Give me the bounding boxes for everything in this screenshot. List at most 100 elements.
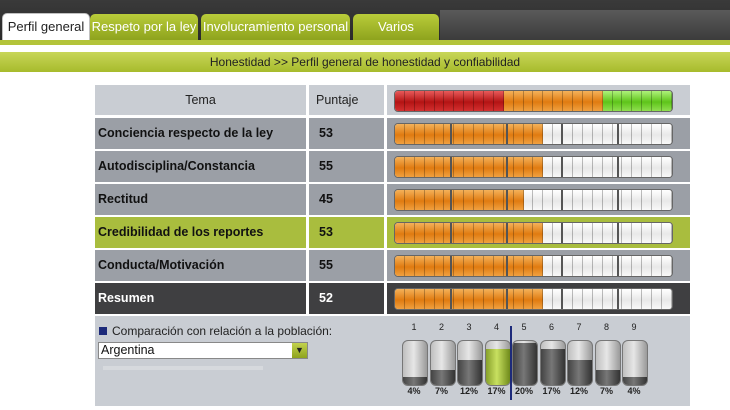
score-bar-empty-segment: [543, 289, 554, 309]
population-column-percent: 7%: [434, 386, 448, 396]
score-bar-filled-segment: [484, 289, 494, 309]
score-bar-filled-segment: [395, 256, 405, 276]
score-bar-filled-segment: [395, 289, 405, 309]
row-puntaje: 52: [319, 291, 333, 305]
score-bar-filled-segment: [523, 256, 534, 276]
tab-varios[interactable]: Varios: [353, 14, 439, 40]
score-bar-empty-segment: [662, 124, 672, 144]
score-bar-filled-segment: [404, 190, 415, 210]
score-bar-filled-segment: [533, 223, 544, 243]
score-bar-empty-segment: [573, 157, 583, 177]
score-bar-filled-segment: [474, 289, 485, 309]
score-bar-empty-segment: [652, 157, 663, 177]
score-bar-empty-segment: [543, 256, 554, 276]
score-bar-filled-segment: [444, 289, 455, 309]
row-tema: Rectitud: [98, 192, 148, 206]
score-bar-empty-segment: [573, 124, 583, 144]
score-bar-empty-segment: [563, 223, 574, 243]
score-bar-filled-segment: [444, 190, 455, 210]
population-column-number: 8: [603, 322, 609, 332]
score-bar-filled-segment: [424, 190, 435, 210]
population-column: 1 4%: [402, 322, 428, 402]
score-bar-filled-segment: [424, 256, 435, 276]
score-bar-filled-segment: [414, 256, 425, 276]
table-row[interactable]: Conducta/Motivación 55: [95, 250, 690, 283]
legend-segment: [513, 91, 524, 111]
score-bar-filled-segment: [533, 157, 544, 177]
score-bar-empty-segment: [592, 223, 603, 243]
score-bar-empty-segment: [652, 289, 663, 309]
population-column-number: 3: [466, 322, 472, 332]
score-bar-tick: [505, 223, 508, 243]
score-bar-empty-segment: [662, 256, 672, 276]
population-column-percent: 12%: [459, 386, 478, 396]
legend-segment: [642, 91, 653, 111]
score-bar-filled-segment: [464, 124, 475, 144]
score-bar-empty-segment: [642, 157, 653, 177]
score-bar-empty-segment: [563, 256, 574, 276]
tab-respeto-por-la-ley[interactable]: Respeto por la ley: [90, 14, 198, 40]
score-bar-filled-segment: [464, 223, 475, 243]
table-row[interactable]: Rectitud 45: [95, 184, 690, 217]
score-bar-empty-segment: [632, 157, 643, 177]
score-bar-filled-segment: [503, 157, 514, 177]
score-bar-filled-segment: [444, 157, 455, 177]
legend-segment: [424, 91, 435, 111]
score-bar-filled-segment: [533, 124, 544, 144]
row-tema: Credibilidad de los reportes: [98, 225, 264, 239]
score-bar-empty-segment: [632, 190, 643, 210]
chevron-down-icon[interactable]: ▼: [292, 343, 307, 358]
population-column: 5 20%: [512, 322, 538, 402]
population-column: 8 7%: [594, 322, 621, 402]
score-bar-filled-segment: [464, 157, 475, 177]
legend-segment: [662, 91, 672, 111]
score-bar-filled-segment: [503, 190, 514, 210]
table-row[interactable]: Credibilidad de los reportes 53: [95, 217, 690, 250]
population-select[interactable]: Argentina ▼: [98, 342, 308, 359]
legend-segment: [474, 91, 485, 111]
score-bar-filled-segment: [454, 289, 465, 309]
legend-segment: [543, 91, 554, 111]
population-column: 4 17%: [484, 322, 511, 402]
population-cylinder-fill: [430, 370, 455, 385]
score-bar-empty-segment: [582, 190, 593, 210]
score-bar-filled-segment: [424, 124, 435, 144]
tab-involucramiento-personal[interactable]: Involucramiento personal: [201, 14, 350, 40]
row-tema: Conciencia respecto de la ley: [98, 126, 274, 140]
score-bar-empty-segment: [662, 223, 672, 243]
population-column-percent: 12%: [569, 386, 588, 396]
score-bar-filled-segment: [503, 124, 514, 144]
score-bar-filled-segment: [464, 289, 475, 309]
score-bar-filled-segment: [414, 157, 425, 177]
score-bar-empty-segment: [592, 289, 603, 309]
score-bar-filled-segment: [533, 256, 544, 276]
population-column: 2 7%: [429, 322, 456, 402]
table-row[interactable]: Autodisciplina/Constancia 55: [95, 151, 690, 184]
score-bar-filled-segment: [404, 124, 415, 144]
scale-legend: [387, 85, 690, 116]
score-bar-empty-segment: [662, 289, 672, 309]
score-bar-filled-segment: [414, 190, 425, 210]
population-cylinder: [484, 340, 511, 386]
score-bar-tick: [616, 157, 619, 177]
table-row[interactable]: Conciencia respecto de la ley 53: [95, 118, 690, 151]
legend-segment: [493, 91, 504, 111]
population-cylinder: [594, 340, 621, 386]
table-row[interactable]: Resumen 52: [95, 283, 690, 316]
score-bar-filled-segment: [493, 223, 504, 243]
tab-perfil-general[interactable]: Perfil general: [2, 13, 90, 42]
legend-segment: [503, 91, 514, 111]
page-subtitle: Honestidad >> Perfil general de honestid…: [0, 52, 730, 72]
row-tema: Resumen: [98, 291, 155, 305]
score-bar-empty-segment: [573, 223, 583, 243]
score-bar-filled-segment: [424, 223, 435, 243]
score-bar-filled-segment: [395, 190, 405, 210]
score-bar: [394, 222, 673, 244]
population-column-percent: 4%: [627, 386, 641, 396]
legend-segment: [592, 91, 603, 111]
score-bar-tick: [616, 190, 619, 210]
blurred-text: [103, 366, 263, 370]
score-bar: [394, 255, 673, 277]
score-bar-empty-segment: [622, 289, 633, 309]
population-column-percent: 7%: [599, 386, 613, 396]
